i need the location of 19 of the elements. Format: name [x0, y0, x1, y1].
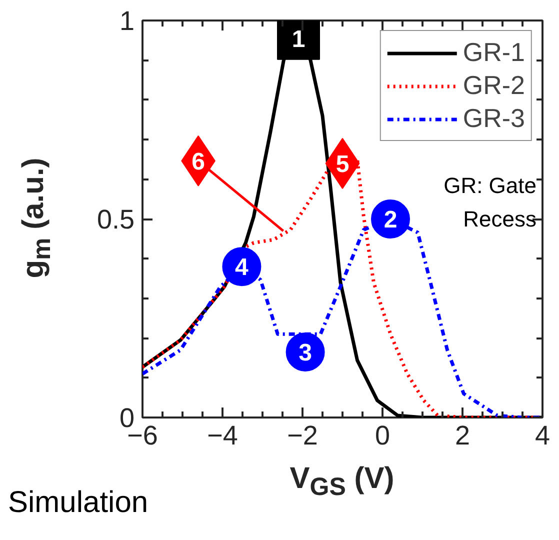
annotation: 6 — [192, 148, 205, 176]
legend-label: GR-2 — [462, 70, 525, 101]
annotation: 4 — [235, 254, 250, 282]
text: Simulation — [8, 485, 148, 521]
annotation: GR: Gate Recess — [444, 172, 536, 232]
annotation: 5 — [336, 150, 350, 178]
annotation: 1 — [292, 26, 306, 53]
annotation: 2 — [384, 206, 398, 234]
x-tick-label: −4 — [207, 420, 238, 450]
legend-label: GR-3 — [462, 103, 525, 134]
legend-label: GR-1 — [462, 37, 525, 68]
y-tick-label: 0.5 — [96, 204, 135, 234]
x-tick-label: 2 — [454, 420, 470, 450]
x-tick-label: 4 — [534, 420, 550, 450]
y-tick-label: 1 — [119, 6, 135, 36]
annotation: 3 — [298, 339, 312, 366]
x-tick-label: 0 — [374, 420, 390, 450]
x-tick-label: −2 — [287, 420, 318, 450]
x-axis-title: V$_{GS}$ (V) — [290, 461, 394, 503]
